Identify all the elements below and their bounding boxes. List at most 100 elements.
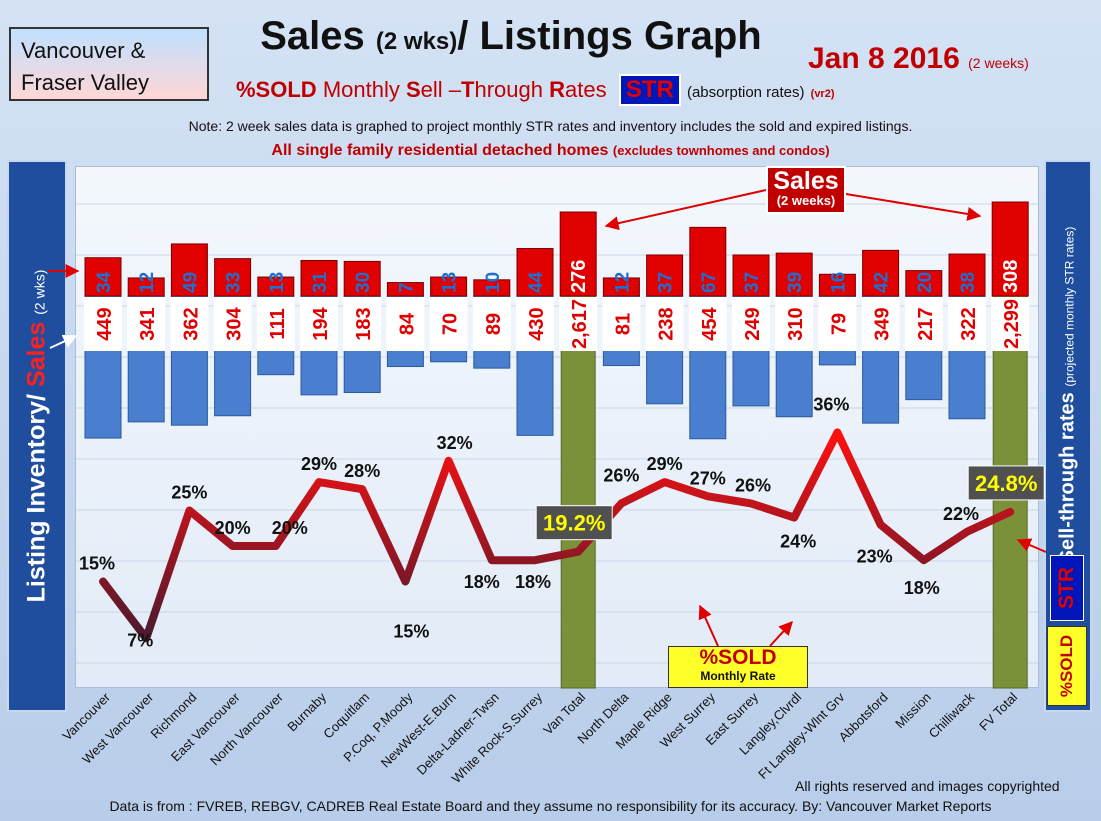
- listing-label-box: [127, 297, 166, 351]
- sales-bar: [386, 282, 424, 297]
- sales-bar: [948, 253, 986, 297]
- sales-bars: [84, 201, 1029, 297]
- str-line-path: [99, 428, 1015, 643]
- total-str-box: [967, 465, 1045, 501]
- sales-bar: [343, 260, 381, 297]
- date-main: Jan 8 2016: [808, 42, 960, 75]
- str-label: 26%: [735, 475, 771, 495]
- listing-label: 430: [526, 307, 548, 340]
- str-label: 24%: [780, 532, 816, 552]
- str-label: 18%: [464, 572, 500, 592]
- str-label: 29%: [647, 454, 683, 474]
- listing-label: 310: [785, 307, 807, 340]
- sales-label: 13: [267, 272, 288, 293]
- total-str-label: 19.2%: [543, 511, 605, 536]
- sales-label: 12: [612, 272, 633, 293]
- str-label: 29%: [301, 454, 337, 474]
- category-label: North Vancouver: [207, 689, 286, 768]
- listing-label-box: [775, 297, 814, 351]
- sub-monthly: Monthly: [322, 77, 400, 102]
- sales-bar: [862, 249, 900, 297]
- str-badge: STR: [618, 74, 681, 106]
- right-str-badge: STR: [1050, 555, 1084, 621]
- listing-label-box: [213, 297, 252, 351]
- sales-label: 16: [828, 272, 849, 293]
- sales-bar: [991, 201, 1029, 297]
- title-main: Sales: [260, 14, 365, 58]
- region-line-2: Fraser Valley: [21, 70, 149, 95]
- str-label: 27%: [690, 468, 726, 488]
- sales-label: 276: [568, 260, 590, 293]
- sales-label: 308: [1000, 260, 1022, 293]
- sub-ates: ates: [565, 77, 607, 102]
- listing-label-box: [343, 297, 382, 351]
- str-label: 23%: [857, 547, 893, 567]
- copyright-text: All rights reserved and images copyright…: [795, 778, 1060, 794]
- sales-bar: [818, 273, 856, 297]
- listing-label-box: [688, 297, 727, 351]
- sales-label: 38: [958, 272, 979, 293]
- str-label: 20%: [215, 518, 251, 538]
- total-str-box: [535, 505, 613, 541]
- str-label: 18%: [515, 572, 551, 592]
- version-label: (vr2): [810, 88, 835, 100]
- scope-text: All single family residential detached h…: [0, 142, 1101, 160]
- str-label: 32%: [437, 433, 473, 453]
- category-label: Mission: [892, 690, 934, 732]
- listing-label: 362: [180, 307, 202, 340]
- listing-label: 349: [872, 307, 894, 340]
- sales-bar: [170, 243, 208, 297]
- listing-label: 322: [958, 307, 980, 340]
- sales-bar: [214, 258, 252, 297]
- report-date: Jan 8 2016 (2 weeks): [808, 42, 1029, 76]
- listing-label-box: [645, 297, 684, 351]
- sub-ell: ell –: [420, 77, 462, 102]
- category-label: Chilliwack: [926, 689, 978, 741]
- listing-label: 89: [483, 313, 505, 335]
- listing-label: 84: [396, 312, 418, 335]
- chart-title: Sales (2 wks)/ Listings Graph: [0, 14, 1022, 59]
- sales-bar: [775, 252, 813, 297]
- str-label: 7%: [127, 630, 153, 650]
- sales-bar: [602, 277, 640, 297]
- listing-label: 454: [699, 306, 721, 340]
- str-label: 15%: [393, 622, 429, 642]
- sales-label: 20: [915, 272, 936, 293]
- total-bar: [560, 295, 596, 689]
- sold-callout: %SOLD Monthly Rate: [668, 646, 808, 688]
- listing-label-box: [904, 297, 943, 351]
- sales-bar: [905, 270, 943, 297]
- listing-label-box: [948, 297, 986, 351]
- sales-label: 33: [224, 272, 245, 293]
- data-labels: 449 341 362 304 111 194 183 84 70 89 430 2,617 81 238…: [79, 260, 1045, 650]
- sales-callout: Sales (2 weeks): [766, 166, 846, 214]
- sales-callout-sub: (2 weeks): [776, 193, 836, 208]
- str-label: 15%: [79, 554, 115, 574]
- sales-callout-main: Sales: [773, 167, 839, 195]
- source-text: Data is from : FVREB, REBGV, CADREB Real…: [109, 798, 992, 814]
- sales-label: 13: [440, 272, 461, 293]
- str-label: 25%: [171, 483, 207, 503]
- sales-label: 30: [353, 272, 374, 293]
- listing-label: 2,617: [569, 299, 591, 349]
- sales-bar: [516, 248, 554, 297]
- listing-label: 304: [224, 306, 246, 340]
- sales-label: 37: [656, 272, 677, 293]
- sub-t: T: [461, 77, 475, 102]
- category-label: NewWest-E.Burn: [378, 690, 459, 771]
- inventory-axis-arrow: [49, 334, 78, 349]
- region-box: Vancouver & Fraser Valley: [9, 27, 209, 101]
- listing-label: 194: [310, 306, 332, 340]
- category-label: FV Total: [976, 689, 1020, 733]
- sales-bar: [473, 279, 511, 297]
- sales-label: 10: [483, 272, 504, 293]
- title-rest: / Listings Graph: [457, 14, 762, 58]
- sales-bar: [646, 254, 684, 297]
- annotation-arrows: [48, 189, 1047, 647]
- listing-label-box: [84, 297, 122, 351]
- sales-bar: [84, 257, 122, 297]
- sales-label: 34: [94, 271, 115, 293]
- subtitle: %SOLD Monthly Sell –Through Rates STR (a…: [236, 74, 835, 106]
- listing-label: 249: [742, 307, 764, 340]
